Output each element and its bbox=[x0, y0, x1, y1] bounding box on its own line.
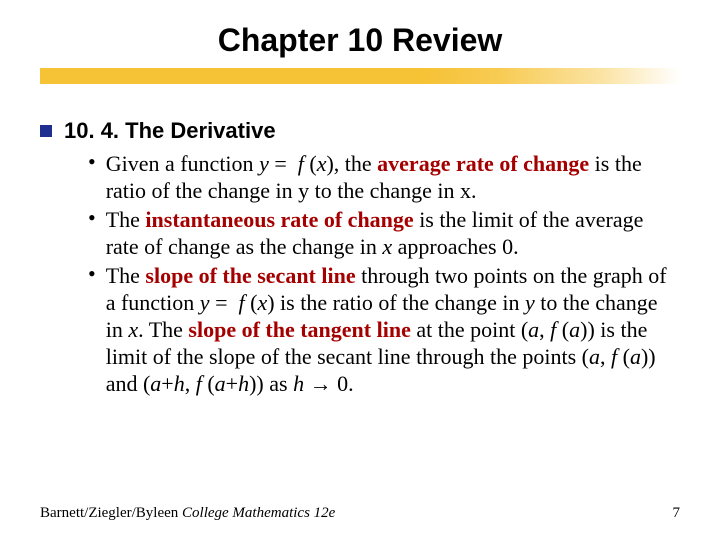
bullet-dot-icon: • bbox=[88, 261, 96, 287]
page-number: 7 bbox=[673, 505, 681, 522]
section-heading-row: 10. 4. The Derivative bbox=[40, 118, 680, 144]
section-heading: 10. 4. The Derivative bbox=[64, 118, 276, 144]
list-item-text: The instantaneous rate of change is the … bbox=[106, 206, 680, 260]
bullet-list: • Given a function y = f (x), the averag… bbox=[88, 150, 680, 397]
list-item: • The slope of the secant line through t… bbox=[88, 262, 680, 397]
square-bullet-icon bbox=[40, 125, 52, 137]
bullet-dot-icon: • bbox=[88, 205, 96, 231]
list-item: • Given a function y = f (x), the averag… bbox=[88, 150, 680, 204]
footer-credit: Barnett/Ziegler/Byleen College Mathemati… bbox=[40, 505, 335, 522]
title-underline bbox=[40, 68, 680, 84]
slide-title: Chapter 10 Review bbox=[0, 22, 720, 59]
list-item-text: The slope of the secant line through two… bbox=[106, 262, 680, 397]
underline-bar bbox=[40, 68, 680, 84]
list-item-text: Given a function y = f (x), the average … bbox=[106, 150, 680, 204]
list-item: • The instantaneous rate of change is th… bbox=[88, 206, 680, 260]
slide: Chapter 10 Review 10. 4. The Derivative … bbox=[0, 0, 720, 540]
bullet-dot-icon: • bbox=[88, 149, 96, 175]
content-area: 10. 4. The Derivative • Given a function… bbox=[40, 118, 680, 399]
